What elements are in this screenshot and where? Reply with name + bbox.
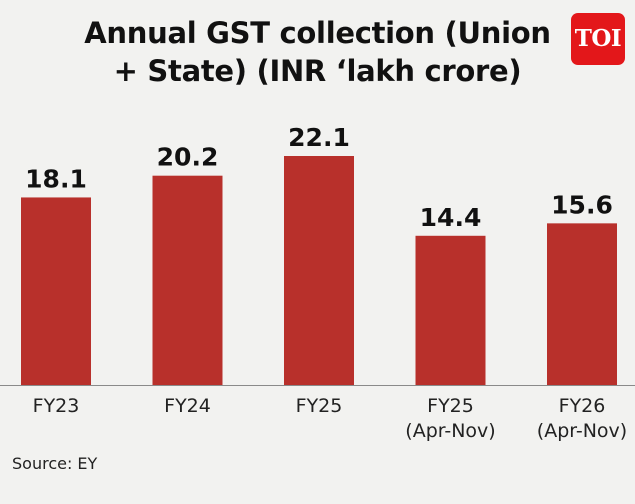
- bar-2: [284, 156, 354, 385]
- x-tick-label-2-0: FY25: [296, 395, 343, 417]
- bar-1: [152, 175, 223, 385]
- bar-value-label-1: 20.2: [157, 143, 219, 172]
- bar-value-label-3: 14.4: [420, 203, 482, 232]
- bar-value-label-4: 15.6: [551, 190, 613, 219]
- x-tick-label-3-1: (Apr-Nov): [405, 420, 495, 442]
- x-tick-label-0-0: FY23: [33, 395, 80, 417]
- source-note: Source: EY: [12, 454, 98, 473]
- x-tick-label-4-1: (Apr-Nov): [537, 420, 627, 442]
- chart-title-line-2: + State) (INR ‘lakh crore): [113, 54, 522, 88]
- bar-3: [415, 235, 486, 385]
- chart-title: Annual GST collection (Union + State) (I…: [0, 14, 635, 90]
- bar-value-label-0: 18.1: [25, 164, 87, 193]
- x-tick-label-1-0: FY24: [164, 395, 211, 417]
- chart-title-line-1: Annual GST collection (Union: [84, 16, 551, 50]
- x-tick-label-4-0: FY26: [559, 395, 606, 417]
- bar-0: [21, 197, 91, 385]
- x-tick-label-3-0: FY25: [427, 395, 474, 417]
- bar-value-label-2: 22.1: [288, 123, 350, 152]
- bar-4: [547, 223, 617, 385]
- toi-logo: TOI: [571, 13, 625, 65]
